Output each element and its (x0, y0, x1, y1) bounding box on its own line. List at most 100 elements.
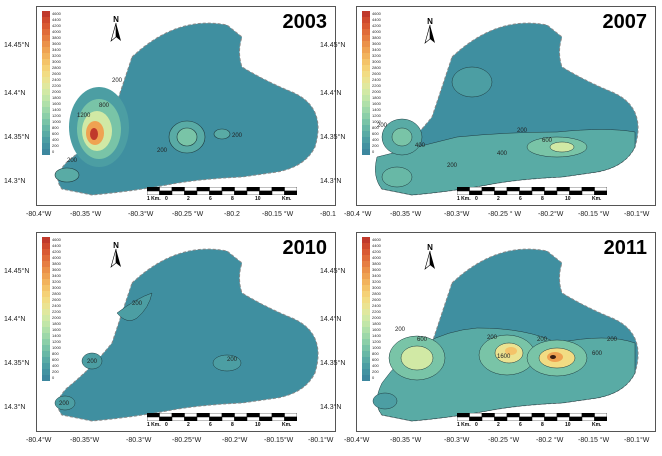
contour-label: 200 (227, 357, 238, 363)
legend-row: 1200 (362, 113, 392, 119)
scale-segment (519, 416, 533, 421)
lon-label: -80.35 °W (390, 211, 422, 218)
legend-row: 400 (362, 363, 392, 369)
scale-segment (531, 187, 545, 192)
legend-swatch (362, 53, 370, 59)
scale-bar: 1 Km. 0 2 6 8 10 Km. (147, 187, 297, 205)
scale-bar: 1 Km. 0 2 6 8 10 Km. (147, 413, 297, 431)
scale-label: 6 (209, 196, 212, 202)
legend-label: 4600 (372, 11, 381, 16)
legend-label: 2200 (52, 83, 61, 88)
lat-label: 14.35°N (320, 134, 346, 141)
legend-label: 1000 (372, 345, 381, 350)
scale-segment (246, 187, 260, 192)
legend-row: 1200 (362, 339, 392, 345)
north-arrow-icon (424, 250, 435, 270)
legend-swatch (42, 237, 50, 243)
legend-label: 1600 (52, 101, 61, 106)
legend-row: 3000 (42, 285, 72, 291)
scale-label: 6 (209, 422, 212, 428)
legend-label: 3600 (52, 41, 61, 46)
lat-label: 14.3°N (320, 178, 342, 185)
scale-labels: 1 Km. 0 2 6 8 10 Km. (147, 422, 297, 430)
scale-segment (556, 187, 570, 192)
legend-row: 4400 (42, 17, 72, 23)
legend-label: 2000 (52, 89, 61, 94)
legend-label: 2600 (52, 297, 61, 302)
legend-row: 2200 (42, 309, 72, 315)
legend-row: 1000 (42, 345, 72, 351)
legend-row: 2400 (42, 303, 72, 309)
scale-segment (196, 190, 210, 195)
legend-swatch (42, 333, 50, 339)
legend-label: 4400 (52, 17, 61, 22)
legend-swatch (362, 23, 370, 29)
legend-label: 4200 (52, 23, 61, 28)
legend-row: 1800 (42, 321, 72, 327)
north-arrow: N (107, 241, 125, 269)
legend-label: 3400 (52, 273, 61, 278)
legend-label: 600 (52, 357, 59, 362)
legend-swatch (362, 17, 370, 23)
north-arrow: N (107, 15, 125, 43)
scale-segment (234, 190, 248, 195)
legend-swatch (42, 143, 50, 149)
legend-swatch (362, 303, 370, 309)
scale-segment (519, 190, 533, 195)
scale-segment (147, 190, 160, 195)
legend-label: 200 (52, 369, 59, 374)
lon-label: -80.4 °W (344, 211, 372, 218)
legend-label: 4400 (372, 243, 381, 248)
legend-swatch (42, 125, 50, 131)
legend-label: 0 (52, 375, 55, 380)
legend-label: 1400 (372, 107, 381, 112)
legend-row: 200 (362, 143, 392, 149)
legend-label: 2000 (372, 315, 381, 320)
legend-swatch (42, 29, 50, 35)
scale-segment (147, 187, 160, 192)
scale-segment (246, 416, 260, 421)
scale-segment (506, 187, 520, 192)
legend-label: 1600 (52, 327, 61, 332)
map-canvas: 200 800 1200 200 200 200 (54, 22, 319, 196)
legend-label: 2600 (372, 71, 381, 76)
legend-label: 3800 (372, 261, 381, 266)
legend-swatch (362, 351, 370, 357)
contour-label: 200 (67, 158, 78, 164)
legend-row: 4400 (42, 243, 72, 249)
legend-row: 4200 (362, 249, 392, 255)
lon-label: -80.4°W (344, 437, 370, 444)
contour-label: 200 (447, 163, 458, 169)
scale-segment (246, 413, 260, 418)
legend-swatch (362, 327, 370, 333)
legend-row: 4400 (362, 17, 392, 23)
legend-swatch (42, 279, 50, 285)
scale-label: Km. (592, 422, 602, 428)
map-panel-2010: 200 200 200 200 4600 4400 4200 4000 3800 3600… (4, 232, 336, 444)
legend-swatch (42, 71, 50, 77)
scale-bar: 1 Km. 0 2 6 8 10 Km. (457, 187, 607, 205)
scale-bar-graphic (457, 187, 607, 195)
lat-label: 14.4°N (4, 90, 26, 97)
legend-swatch (42, 149, 50, 155)
scale-segment (184, 187, 198, 192)
scale-segment (481, 187, 495, 192)
legend-swatch (362, 95, 370, 101)
year-title: 2007 (602, 11, 648, 33)
scale-segment (519, 187, 533, 192)
scale-segment (184, 413, 198, 418)
contour-label: 200 (537, 337, 548, 343)
legend-row: 4000 (362, 29, 392, 35)
north-arrow-icon (424, 24, 435, 44)
scale-segment (171, 190, 185, 195)
legend-row: 1200 (42, 339, 72, 345)
contour-label: 200 (232, 133, 243, 139)
scale-label: 1 Km. (147, 422, 161, 428)
legend-row: 3800 (42, 35, 72, 41)
color-legend: 4600 4400 4200 4000 3800 3600 3400 3200 3000 2800… (362, 237, 392, 381)
legend-swatch (42, 315, 50, 321)
scale-segment (506, 190, 520, 195)
legend-row: 4200 (42, 249, 72, 255)
legend-row: 4600 (362, 11, 392, 17)
scale-segment (159, 190, 173, 195)
